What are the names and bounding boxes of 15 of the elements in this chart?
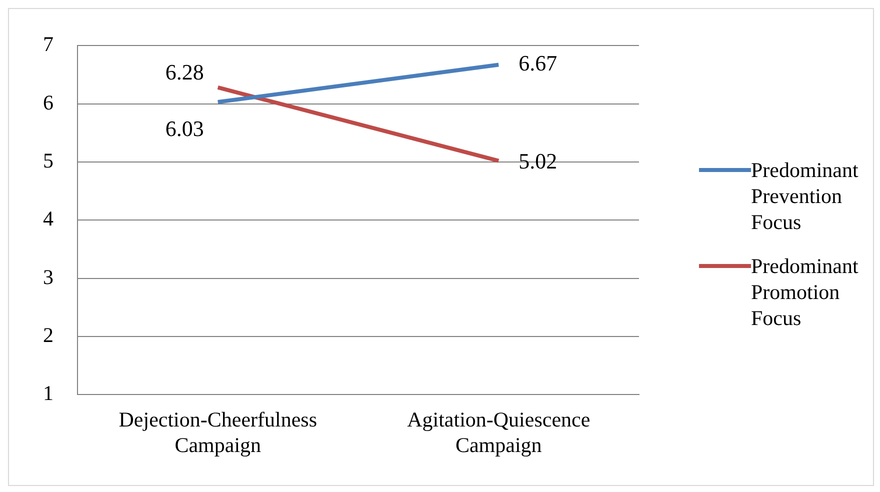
y-tick-label: 2 [43, 322, 54, 347]
data-label: 6.03 [165, 116, 204, 141]
x-tick-label: Dejection-Cheerfulness Campaign [118, 408, 318, 457]
y-tick-label: 7 [43, 32, 54, 56]
y-tick-label: 6 [43, 90, 54, 114]
y-tick-label: 1 [43, 381, 54, 406]
y-tick-label: 3 [43, 264, 54, 289]
data-label: 5.02 [518, 148, 558, 174]
y-tick-label: 5 [43, 148, 54, 172]
data-label: 6.67 [518, 50, 558, 76]
legend-label: Predominant Promotion Focus [751, 253, 860, 331]
data-label: 6.28 [165, 59, 204, 84]
y-tick-label: 4 [43, 206, 54, 231]
x-tick-label: Agitation-Quiescence Campaign [407, 408, 590, 457]
legend-label: Predominant Prevention Focus [751, 157, 860, 235]
